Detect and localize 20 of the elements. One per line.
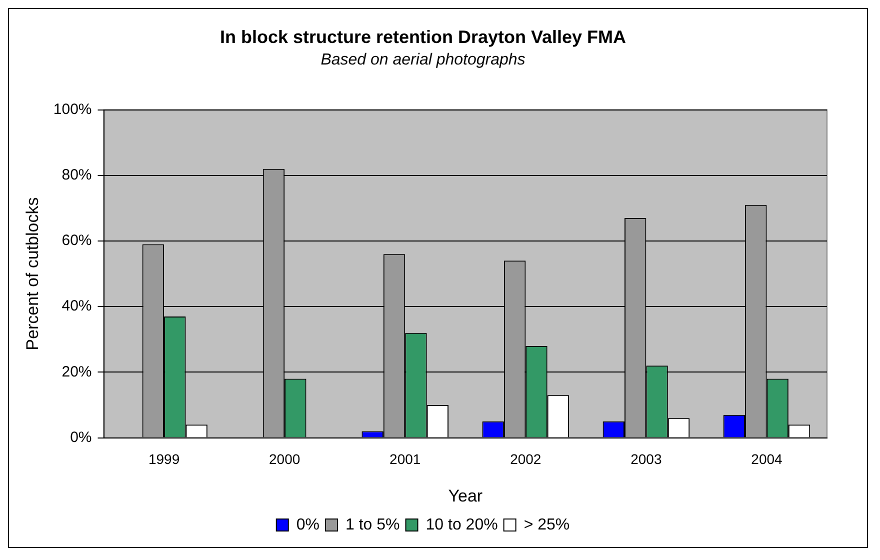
chart-title: In block structure retention Drayton Valley FMA <box>220 26 626 47</box>
x-axis-title: Year <box>448 486 483 506</box>
legend-label: 1 to 5% <box>346 516 400 534</box>
y-tick-label: 40% <box>62 298 92 315</box>
x-tick-label: 1999 <box>148 451 180 468</box>
y-tick-label: 20% <box>62 363 92 380</box>
y-tick-label: 80% <box>62 166 92 184</box>
x-tick-label: 2004 <box>751 451 783 468</box>
legend-label: > 25% <box>524 516 570 534</box>
chart-subtitle: Based on aerial photographs <box>320 52 526 69</box>
y-tick-label: 0% <box>70 428 92 446</box>
legend-label: 10 to 20% <box>426 516 498 534</box>
y-axis-title: Percent of cutblocks <box>22 197 42 350</box>
y-tick-label: 60% <box>62 232 92 250</box>
y-tick-label: 100% <box>53 100 92 118</box>
legend-label: 0% <box>296 516 320 534</box>
x-tick-label: 2002 <box>510 451 542 468</box>
x-tick-label: 2001 <box>390 451 421 468</box>
x-tick-label: 2003 <box>630 451 662 468</box>
x-tick-label: 2000 <box>268 451 300 468</box>
